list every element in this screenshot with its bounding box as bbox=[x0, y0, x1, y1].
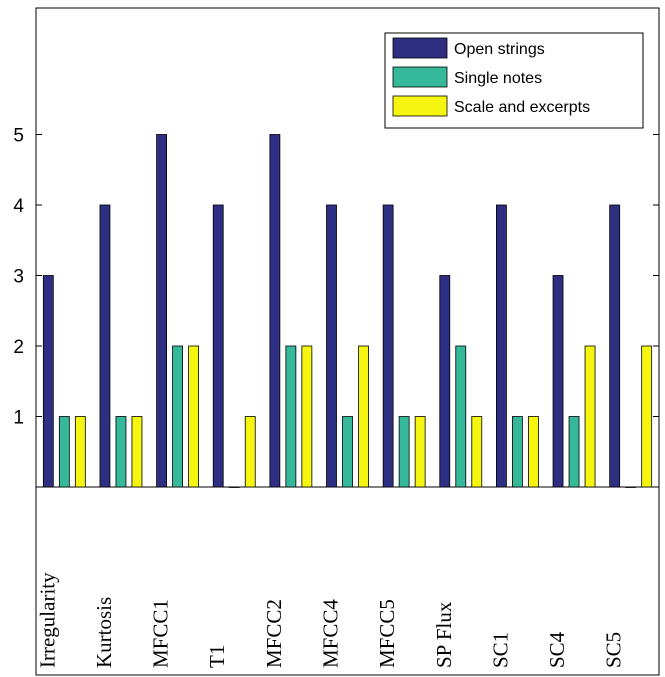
bar-open-strings bbox=[609, 204, 621, 488]
legend-label: Single notes bbox=[454, 70, 542, 87]
x-tick-label: T1 bbox=[205, 645, 229, 668]
bar-open-strings bbox=[496, 204, 507, 488]
bar-single-notes bbox=[58, 416, 70, 488]
x-tick-label: Irregularity bbox=[35, 572, 59, 668]
x-tick-label: MFCC2 bbox=[262, 599, 286, 668]
x-axis-labels: Irregularity Kurtosis MFCC1 T1 MFCC2 MFCC4 MFC… bbox=[35, 572, 625, 668]
bar-single-notes bbox=[568, 416, 580, 488]
y-tick-label: 1 bbox=[13, 408, 24, 429]
bar-scale-and-excerpts bbox=[131, 416, 143, 488]
bar-scale-and-excerpts bbox=[414, 416, 426, 488]
y-tick-label: 4 bbox=[13, 196, 24, 217]
plot-frame bbox=[35, 7, 660, 676]
bars bbox=[42, 134, 653, 488]
bar-single-notes bbox=[172, 345, 183, 488]
legend-label: Scale and excerpts bbox=[454, 99, 590, 116]
bar-single-notes bbox=[115, 416, 127, 488]
bar-open-strings bbox=[212, 204, 224, 488]
bar-scale-and-excerpts bbox=[528, 416, 539, 488]
bar-scale-and-excerpts bbox=[584, 345, 596, 488]
bar-single-notes bbox=[228, 486, 240, 488]
x-tick-label: Kurtosis bbox=[92, 597, 116, 668]
bar-open-strings bbox=[382, 204, 394, 488]
x-tick-label: SC4 bbox=[545, 631, 569, 668]
x-tick-label: MFCC5 bbox=[375, 599, 399, 668]
bar-open-strings bbox=[326, 204, 337, 488]
bar-scale-and-excerpts bbox=[188, 345, 199, 488]
y-tick-label: 3 bbox=[13, 267, 24, 288]
bar-scale-and-excerpts bbox=[244, 416, 256, 488]
x-tick-label: SC1 bbox=[488, 632, 512, 668]
legend-swatch bbox=[392, 95, 448, 117]
bar-single-notes bbox=[625, 486, 637, 488]
x-tick-label: MFCC1 bbox=[149, 599, 173, 668]
bar-scale-and-excerpts bbox=[641, 345, 653, 488]
y-axis: 1 2 3 4 5 bbox=[13, 126, 659, 429]
x-tick-label: MFCC4 bbox=[319, 599, 343, 668]
x-tick-label: SC5 bbox=[602, 632, 626, 668]
legend-label: Open strings bbox=[454, 41, 545, 58]
bar-single-notes bbox=[455, 345, 467, 488]
y-tick-label: 2 bbox=[13, 337, 24, 358]
bar-open-strings bbox=[99, 204, 111, 488]
bar-single-notes bbox=[285, 345, 297, 488]
bar-single-notes bbox=[512, 416, 523, 488]
bar-open-strings bbox=[552, 275, 564, 488]
bar-scale-and-excerpts bbox=[74, 416, 86, 488]
bar-scale-and-excerpts bbox=[301, 345, 313, 488]
legend-swatch bbox=[392, 37, 448, 59]
bar-open-strings bbox=[439, 275, 451, 488]
legend: Open strings Single notes Scale and excerp… bbox=[384, 32, 644, 129]
bar-open-strings bbox=[269, 134, 281, 488]
y-tick-label: 5 bbox=[13, 126, 24, 147]
x-tick-label: SP Flux bbox=[432, 601, 456, 668]
bar-scale-and-excerpts bbox=[471, 416, 483, 488]
bar-scale-and-excerpts bbox=[358, 345, 369, 488]
bar-open-strings bbox=[156, 134, 167, 488]
legend-swatch bbox=[392, 66, 448, 88]
bar-single-notes bbox=[398, 416, 410, 488]
bar-open-strings bbox=[42, 275, 54, 488]
bar-single-notes bbox=[342, 416, 353, 488]
